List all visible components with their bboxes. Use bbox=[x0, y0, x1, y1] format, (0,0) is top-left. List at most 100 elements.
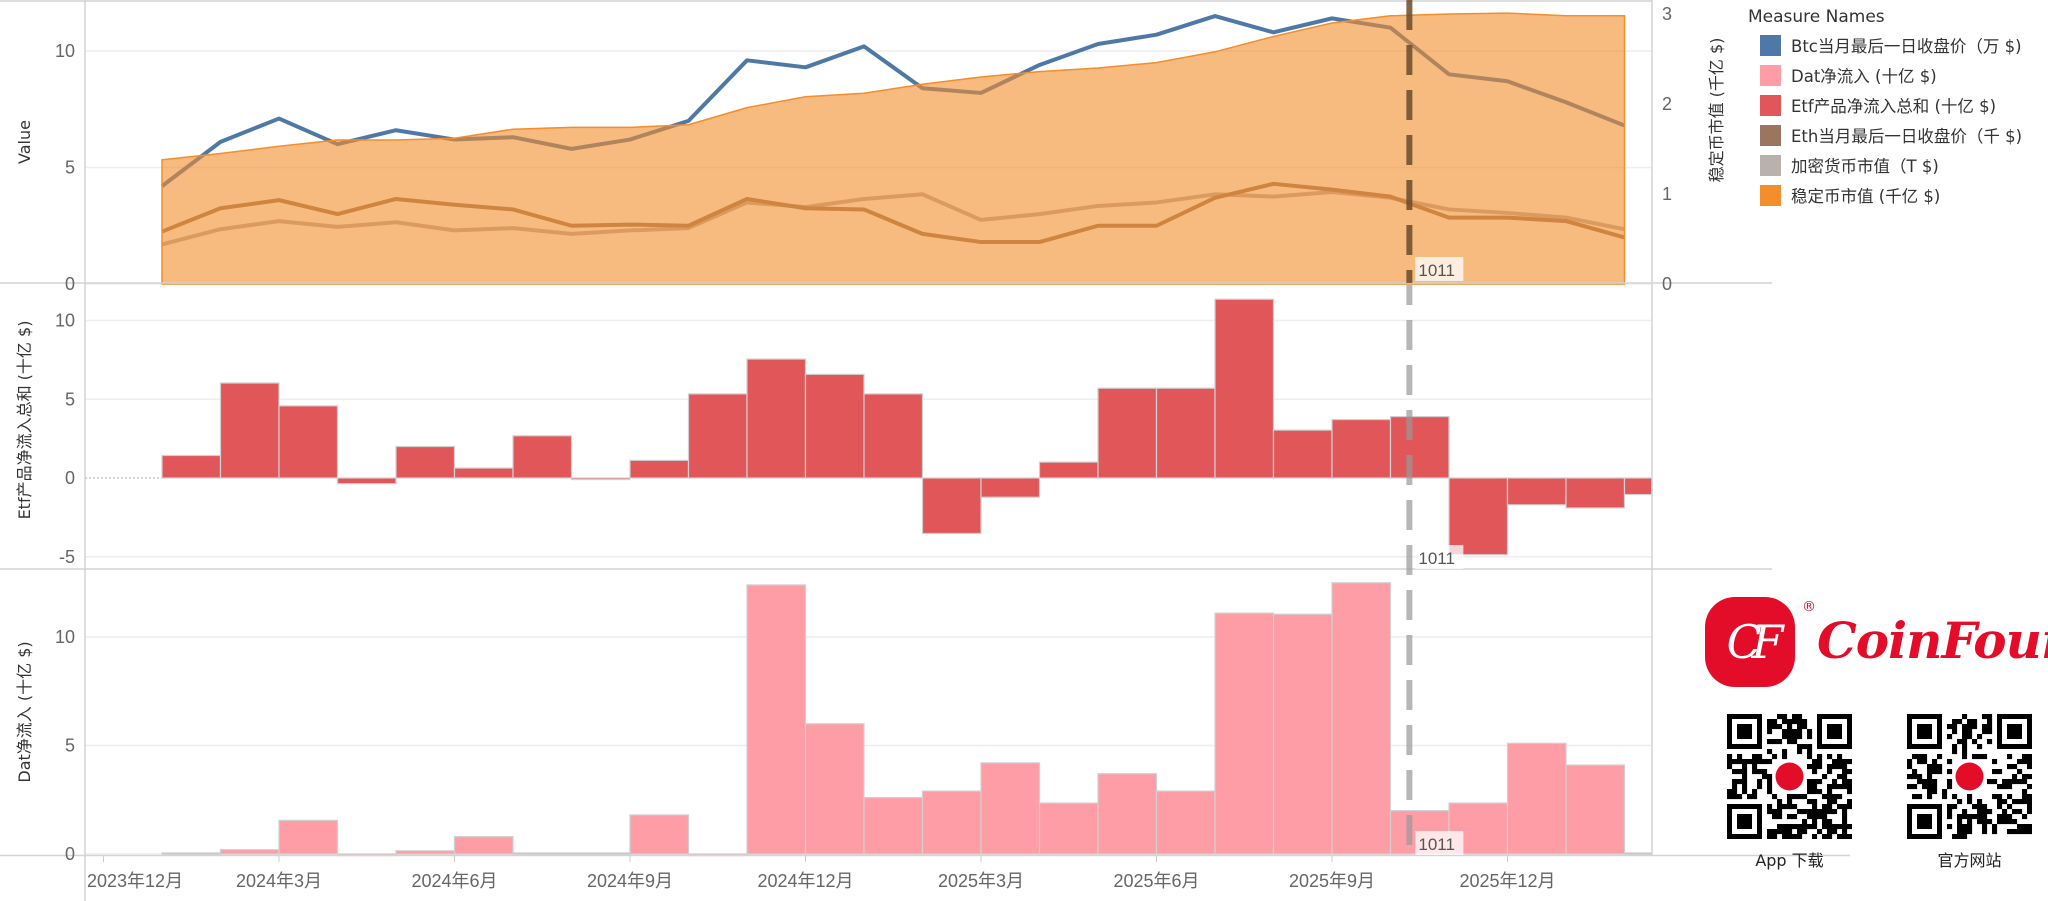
qr-finder bbox=[1827, 724, 1842, 739]
qr-module bbox=[1787, 724, 1793, 730]
qr-module bbox=[1992, 824, 1998, 830]
qr-module bbox=[2022, 789, 2028, 795]
qr-module bbox=[2022, 829, 2028, 835]
qr-module bbox=[1787, 739, 1793, 745]
etf-panel-bars bbox=[161, 298, 1653, 556]
bar-undefined bbox=[570, 477, 631, 481]
right-y-tick-label: 3 bbox=[1662, 4, 1672, 24]
qr-module bbox=[2027, 774, 2032, 780]
legend-item[interactable]: Eth当月最后一日收盘价（千 $) bbox=[1748, 120, 2048, 150]
qr-module bbox=[1737, 754, 1743, 760]
coinfound-logo: CF ® CoinFound bbox=[1705, 597, 2048, 689]
bar-undefined bbox=[395, 445, 456, 479]
qr-module bbox=[1762, 769, 1768, 775]
qr-module bbox=[1792, 794, 1798, 800]
qr-module bbox=[2012, 829, 2018, 835]
bar-undefined bbox=[746, 358, 807, 479]
qr-module bbox=[2012, 774, 2018, 780]
legend-item[interactable]: Dat净流入 (十亿 $) bbox=[1748, 60, 2048, 90]
qr-module bbox=[1792, 804, 1798, 810]
qr-module bbox=[1817, 814, 1823, 820]
qr-module bbox=[1967, 719, 1973, 725]
qr-module bbox=[1797, 719, 1803, 725]
qr-module bbox=[1977, 734, 1983, 740]
qr-module bbox=[1997, 799, 2003, 805]
bar-undefined bbox=[921, 477, 982, 535]
qr-module bbox=[1822, 804, 1828, 810]
bar-undefined bbox=[570, 852, 631, 856]
qr-module bbox=[1817, 809, 1823, 815]
qr-module bbox=[1807, 814, 1813, 820]
qr-module bbox=[1782, 749, 1788, 755]
qr-module bbox=[1957, 739, 1963, 745]
qr-module bbox=[1807, 749, 1813, 755]
qr-module bbox=[1842, 814, 1848, 820]
qr-module bbox=[1837, 754, 1843, 760]
qr-module bbox=[1822, 814, 1828, 820]
qr-module bbox=[1982, 819, 1988, 825]
qr-module bbox=[1847, 824, 1852, 830]
qr-module bbox=[1962, 754, 1968, 760]
qr-module bbox=[1997, 819, 2003, 825]
qr-code-icon[interactable] bbox=[1727, 714, 1852, 839]
qr-module bbox=[1777, 739, 1783, 745]
bar-undefined bbox=[1506, 742, 1567, 855]
legend-item[interactable]: Etf产品净流入总和 (十亿 $) bbox=[1748, 90, 2048, 120]
qr-module bbox=[1907, 784, 1913, 790]
y-tick-label: 5 bbox=[65, 158, 75, 178]
qr-module bbox=[1837, 834, 1843, 839]
bar-undefined bbox=[1623, 852, 1653, 856]
legend-item[interactable]: Btc当月最后一日收盘价（万 $) bbox=[1748, 30, 2048, 60]
qr-module bbox=[1962, 749, 1968, 755]
qr-module bbox=[1812, 764, 1818, 770]
reference-label-box bbox=[1415, 545, 1464, 569]
qr-module bbox=[1772, 814, 1778, 820]
y-tick-label: 0 bbox=[65, 844, 75, 864]
qr-module bbox=[1957, 719, 1963, 725]
qr-module bbox=[1912, 769, 1918, 775]
qr-module bbox=[1957, 799, 1963, 805]
qr-module bbox=[2022, 814, 2028, 820]
qr-module bbox=[1962, 809, 1968, 815]
qr-module bbox=[1787, 804, 1793, 810]
legend-item[interactable]: 加密货币市值（T $) bbox=[1748, 150, 2048, 180]
legend-item[interactable]: 稳定币市值 (千亿 $) bbox=[1748, 180, 2048, 210]
qr-module bbox=[1807, 754, 1813, 760]
qr-module bbox=[1952, 719, 1958, 725]
qr-code-icon[interactable] bbox=[1907, 714, 2032, 839]
qr-module bbox=[1987, 719, 1993, 725]
qr-module bbox=[1972, 719, 1978, 725]
qr-module bbox=[1837, 824, 1843, 830]
qr-module bbox=[1927, 784, 1933, 790]
qr-module bbox=[1797, 809, 1803, 815]
qr-module bbox=[1962, 714, 1968, 720]
qr-module bbox=[1807, 784, 1813, 790]
qr-module bbox=[1797, 734, 1803, 740]
bar-undefined bbox=[453, 836, 514, 855]
qr-module bbox=[1992, 779, 1998, 785]
qr-module bbox=[1977, 754, 1983, 760]
bar-undefined bbox=[863, 393, 924, 479]
qr-module bbox=[1827, 794, 1833, 800]
bar-undefined bbox=[746, 584, 807, 855]
qr-module bbox=[1752, 794, 1758, 800]
qr-module bbox=[1922, 779, 1928, 785]
qr-module bbox=[2002, 779, 2008, 785]
qr-module bbox=[1987, 779, 1993, 785]
qr-module bbox=[2007, 784, 2013, 790]
stablecoin-area bbox=[161, 12, 1626, 285]
qr-module bbox=[1997, 794, 2003, 800]
bar-undefined bbox=[1331, 418, 1392, 479]
qr-module bbox=[1777, 724, 1783, 730]
qr-module bbox=[1782, 834, 1788, 839]
qr-module bbox=[1917, 794, 1923, 800]
qr-module bbox=[1732, 769, 1738, 775]
qr-module bbox=[1827, 829, 1833, 835]
bar-undefined bbox=[512, 435, 573, 479]
axis-ticks: 0 5 10 -5 0 5 10 0 5 10 0 1 2 3 2023年12月 2024年3月 2024年6月… bbox=[55, 4, 1672, 891]
reference-label: 1011 bbox=[1418, 549, 1455, 568]
qr-module bbox=[1797, 749, 1803, 755]
qr-module bbox=[1817, 754, 1823, 760]
qr-module bbox=[1832, 829, 1838, 835]
legend-title: Measure Names bbox=[1748, 7, 1885, 27]
